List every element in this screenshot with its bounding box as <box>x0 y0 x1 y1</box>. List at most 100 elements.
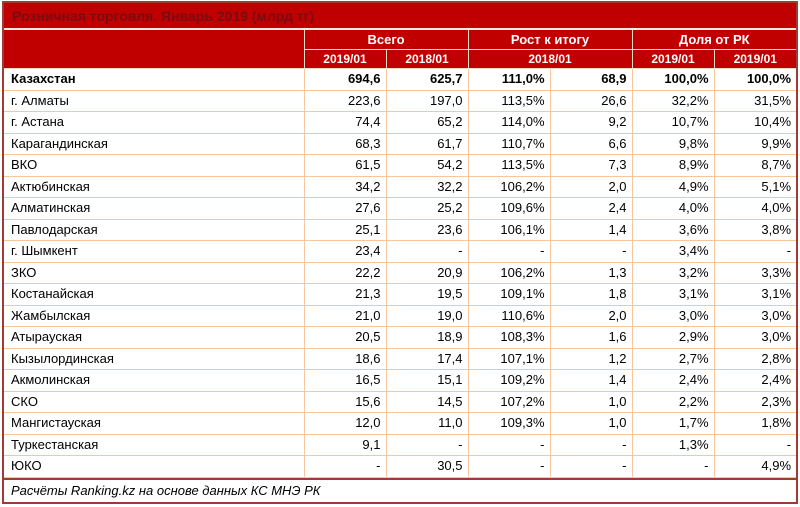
value-cell: 694,6 <box>303 68 387 91</box>
value-cell: 110,7% <box>467 132 551 155</box>
value-cell: 2,4% <box>713 369 797 392</box>
value-cell: 10,7% <box>631 111 715 134</box>
value-cell: 3,1% <box>713 283 797 306</box>
region-name-cell: Туркестанская <box>4 433 305 456</box>
table-row: Карагандинская 68,3 61,7 110,7% 6,6 9,8% 9,9% <box>4 132 797 155</box>
value-cell: 2,3% <box>713 390 797 413</box>
group-header-growth: Рост к итогу <box>467 30 633 50</box>
value-cell: 106,2% <box>467 175 551 198</box>
value-cell: 113,5% <box>467 89 551 112</box>
value-cell: 2,7% <box>631 347 715 370</box>
value-cell: 6,6 <box>549 132 633 155</box>
value-cell: 26,6 <box>549 89 633 112</box>
table-row: Мангистауская 12,0 11,0 109,3% 1,0 1,7% 1,8% <box>4 412 797 435</box>
region-name-cell: Карагандинская <box>4 132 305 155</box>
value-cell: 20,9 <box>385 261 469 284</box>
value-cell: 1,4 <box>549 369 633 392</box>
value-cell: 1,0 <box>549 390 633 413</box>
value-cell: 18,9 <box>385 326 469 349</box>
value-cell: 2,2% <box>631 390 715 413</box>
value-cell: - <box>467 240 551 263</box>
value-cell: 1,8% <box>713 412 797 435</box>
value-cell: 3,1% <box>631 283 715 306</box>
value-cell: - <box>713 433 797 456</box>
value-cell: 61,5 <box>303 154 387 177</box>
table-row: Казахстан 694,6 625,7 111,0% 68,9 100,0% 100,0… <box>4 68 797 91</box>
group-header-share: Доля от РК <box>631 30 797 50</box>
value-cell: 1,0 <box>549 412 633 435</box>
region-name-cell: г. Алматы <box>4 89 305 112</box>
table-body: Казахстан 694,6 625,7 111,0% 68,9 100,0% 100,0… <box>4 68 797 478</box>
value-cell: 1,2 <box>549 347 633 370</box>
value-cell: 32,2 <box>385 175 469 198</box>
value-cell: 17,4 <box>385 347 469 370</box>
value-cell: 108,3% <box>467 326 551 349</box>
value-cell: 2,4% <box>631 369 715 392</box>
value-cell: 7,3 <box>549 154 633 177</box>
value-cell: 12,0 <box>303 412 387 435</box>
value-cell: 65,2 <box>385 111 469 134</box>
value-cell: 110,6% <box>467 304 551 327</box>
value-cell: 4,9% <box>713 455 797 478</box>
table-row: Костанайская 21,3 19,5 109,1% 1,8 3,1% 3,1% <box>4 283 797 306</box>
region-name-cell: Актюбинская <box>4 175 305 198</box>
value-cell: 1,7% <box>631 412 715 435</box>
value-cell: 111,0% <box>467 68 551 91</box>
table-row: Кызылординская 18,6 17,4 107,1% 1,2 2,7% 2,8% <box>4 347 797 370</box>
group-header-total: Всего <box>303 30 469 50</box>
region-name-cell: Атырауская <box>4 326 305 349</box>
value-cell: 3,0% <box>713 304 797 327</box>
value-cell: 197,0 <box>385 89 469 112</box>
table-row: г. Шымкент 23,4- - -3,4% - <box>4 240 797 263</box>
value-cell: 32,2% <box>631 89 715 112</box>
value-cell: 1,6 <box>549 326 633 349</box>
value-cell: 8,9% <box>631 154 715 177</box>
value-cell: 2,4 <box>549 197 633 220</box>
value-cell: 8,7% <box>713 154 797 177</box>
value-cell: 4,0% <box>631 197 715 220</box>
value-cell: 10,4% <box>713 111 797 134</box>
value-cell: 109,1% <box>467 283 551 306</box>
value-cell: 113,5% <box>467 154 551 177</box>
value-cell: 9,8% <box>631 132 715 155</box>
value-cell: 25,2 <box>385 197 469 220</box>
region-name-cell: Павлодарская <box>4 218 305 241</box>
region-name-cell: Алматинская <box>4 197 305 220</box>
table-row: ЗКО 22,2 20,9 106,2% 1,3 3,2% 3,3% <box>4 261 797 284</box>
value-cell: 5,1% <box>713 175 797 198</box>
retail-trade-table: Всего Рост к итогу Доля от РК 2019/01 20… <box>4 30 797 478</box>
value-cell: 107,1% <box>467 347 551 370</box>
region-name-cell: Казахстан <box>4 68 305 91</box>
value-cell: 19,0 <box>385 304 469 327</box>
page-title: Розничная торговля. Январь 2019 (млрд тг… <box>4 3 796 30</box>
value-cell: 109,2% <box>467 369 551 392</box>
value-cell: 25,1 <box>303 218 387 241</box>
value-cell: 11,0 <box>385 412 469 435</box>
value-cell: 34,2 <box>303 175 387 198</box>
value-cell: 2,8% <box>713 347 797 370</box>
value-cell: - <box>467 455 551 478</box>
region-name-cell: Акмолинская <box>4 369 305 392</box>
value-cell: 9,2 <box>549 111 633 134</box>
table-row: Жамбылская 21,0 19,0 110,6% 2,0 3,0% 3,0% <box>4 304 797 327</box>
value-cell: 2,0 <box>549 304 633 327</box>
header-period-row: 2019/01 2018/01 2018/01 2019/01 2019/01 <box>4 49 797 69</box>
value-cell: - <box>385 433 469 456</box>
value-cell: 109,6% <box>467 197 551 220</box>
value-cell: - <box>303 455 387 478</box>
region-name-cell: Жамбылская <box>4 304 305 327</box>
value-cell: - <box>713 240 797 263</box>
value-cell: 23,4 <box>303 240 387 263</box>
region-name-cell: г. Шымкент <box>4 240 305 263</box>
value-cell: 3,0% <box>713 326 797 349</box>
table-row: ЮКО -30,5- - -4,9% <box>4 455 797 478</box>
subheader-total-2019: 2019/01 <box>304 49 387 69</box>
value-cell: 1,4 <box>549 218 633 241</box>
value-cell: 16,5 <box>303 369 387 392</box>
value-cell: 2,9% <box>631 326 715 349</box>
table-row: Атырауская 20,5 18,9 108,3% 1,6 2,9% 3,0% <box>4 326 797 349</box>
subheader-share-2019-a: 2019/01 <box>631 49 715 69</box>
value-cell: 3,3% <box>713 261 797 284</box>
value-cell: - <box>549 433 633 456</box>
value-cell: 31,5% <box>713 89 797 112</box>
